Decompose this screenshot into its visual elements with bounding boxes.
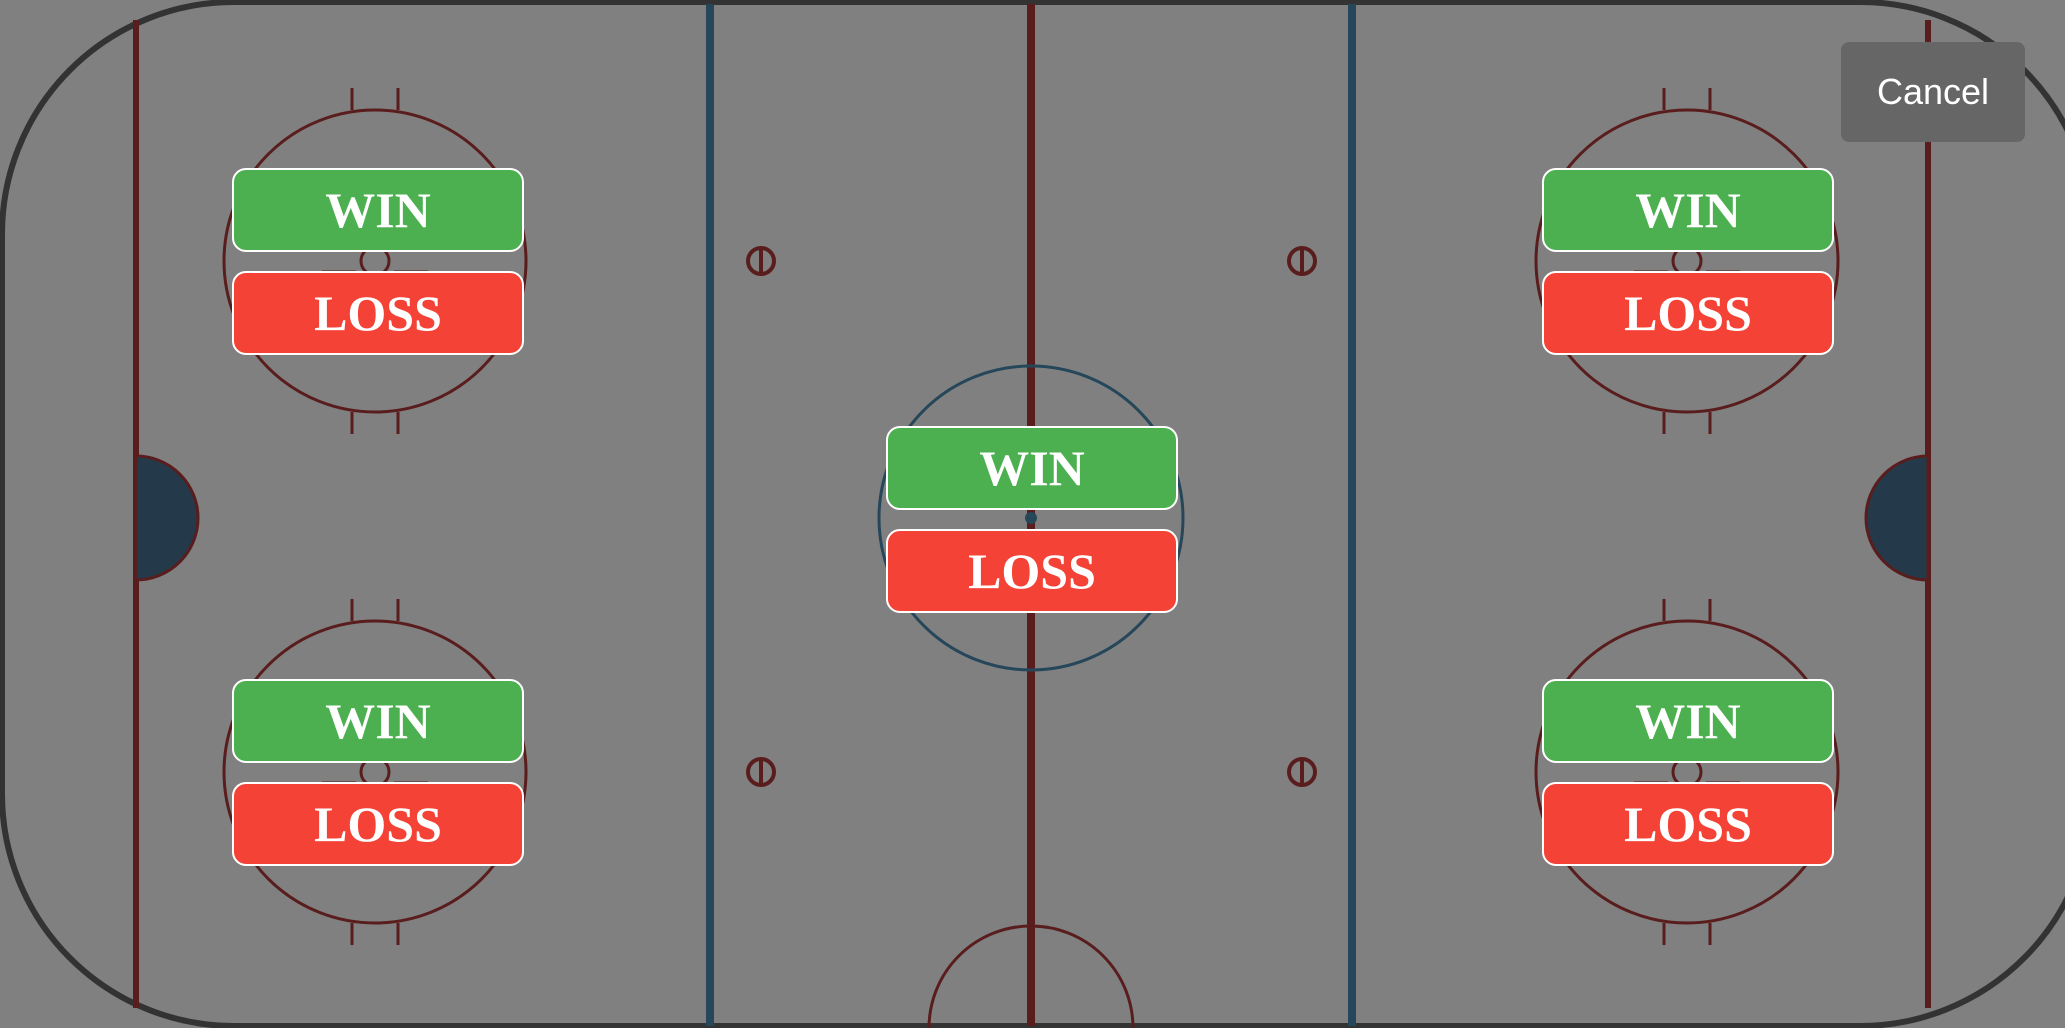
neutral-spot-top-left bbox=[746, 246, 776, 276]
neutral-spot-bottom-right bbox=[1287, 757, 1317, 787]
loss-button-bottom-right[interactable]: LOSS bbox=[1542, 782, 1834, 866]
referee-crease bbox=[927, 924, 1135, 1028]
loss-button-top-left[interactable]: LOSS bbox=[232, 271, 524, 355]
left-goal-crease bbox=[134, 454, 200, 582]
loss-button-center[interactable]: LOSS bbox=[886, 529, 1178, 613]
neutral-zone-spots bbox=[746, 246, 1317, 787]
loss-button-top-right[interactable]: LOSS bbox=[1542, 271, 1834, 355]
right-goal-crease bbox=[1864, 454, 1930, 582]
win-button-bottom-left[interactable]: WIN bbox=[232, 679, 524, 763]
neutral-spot-top-right bbox=[1287, 246, 1317, 276]
loss-button-bottom-left[interactable]: LOSS bbox=[232, 782, 524, 866]
cancel-button[interactable]: Cancel bbox=[1841, 42, 2025, 142]
center-faceoff-circle bbox=[877, 364, 1185, 672]
win-button-bottom-right[interactable]: WIN bbox=[1542, 679, 1834, 763]
center-faceoff-dot bbox=[1025, 512, 1037, 524]
neutral-spot-bottom-left bbox=[746, 757, 776, 787]
win-button-top-right[interactable]: WIN bbox=[1542, 168, 1834, 252]
win-button-center[interactable]: WIN bbox=[886, 426, 1178, 510]
win-button-top-left[interactable]: WIN bbox=[232, 168, 524, 252]
